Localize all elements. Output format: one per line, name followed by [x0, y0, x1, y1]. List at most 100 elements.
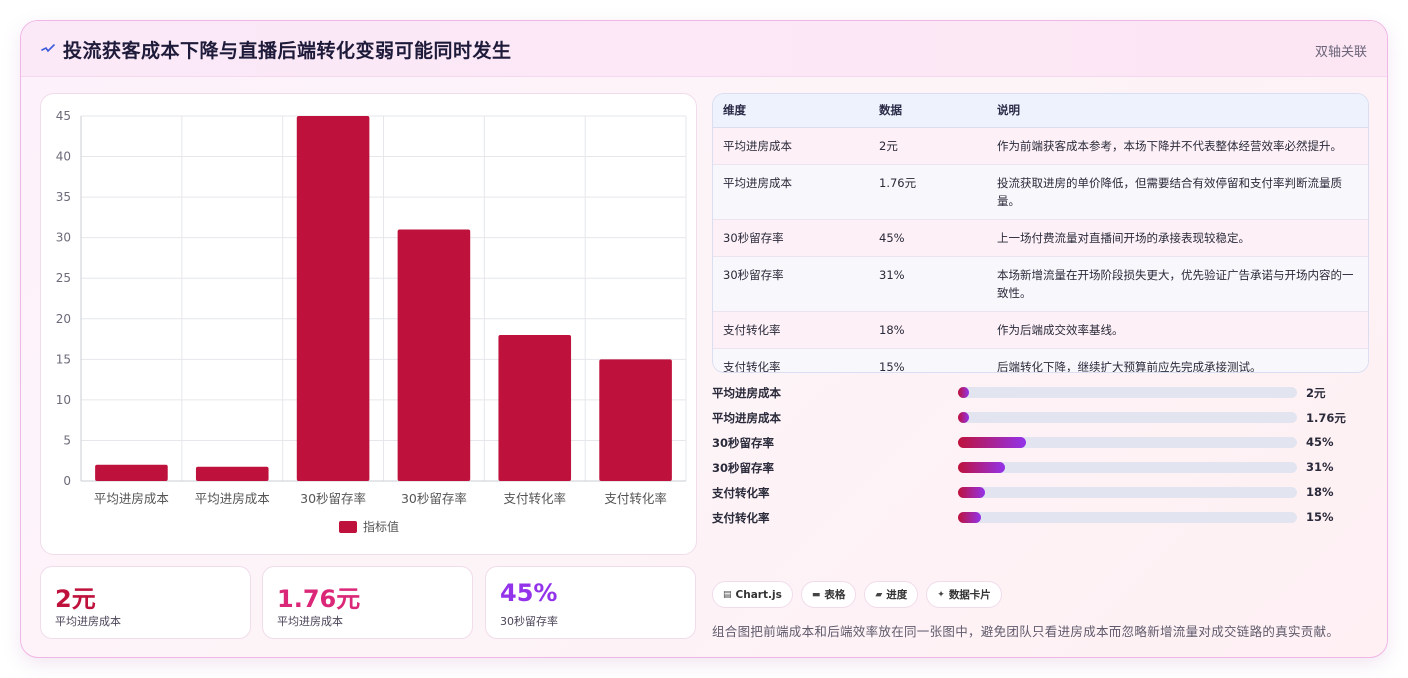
- chip-data-card[interactable]: ✦ 数据卡片: [926, 581, 1002, 608]
- y-tick-label: 35: [56, 190, 71, 204]
- table-cell: 1.76元: [869, 164, 987, 220]
- chip-chartjs[interactable]: ▤ Chart.js: [712, 581, 793, 608]
- bar: [296, 116, 370, 481]
- progress-label: 30秒留存率: [712, 461, 775, 475]
- table-cell: 30秒留存率: [713, 219, 869, 257]
- data-table: 维度 数据 说明 平均进房成本 2元 作为前端获客成本参考，本场下降并不代表整体…: [712, 93, 1369, 373]
- x-tick-label: 支付转化率: [503, 491, 566, 506]
- stat-card: 2元 平均进房成本: [40, 566, 251, 639]
- chip-label: 表格: [824, 589, 846, 601]
- table-row: 平均进房成本 2元 作为前端获客成本参考，本场下降并不代表整体经营效率必然提升。: [713, 127, 1368, 165]
- stat-value: 2元: [55, 585, 96, 613]
- progress-value: 45%: [1306, 435, 1334, 449]
- progress-row: 30秒留存率 45%: [712, 433, 1369, 458]
- chart-legend[interactable]: 指标值: [339, 518, 399, 535]
- y-tick-label: 15: [56, 352, 71, 366]
- table-cell: 平均进房成本: [713, 127, 869, 165]
- chip-row: ▤ Chart.js ▬ 表格 ▰ 进度 ✦ 数据卡片: [712, 581, 1010, 608]
- bar: [498, 335, 572, 481]
- progress-icon: ▰: [875, 589, 883, 600]
- progress-row: 平均进房成本 1.76元: [712, 408, 1369, 433]
- x-tick-label: 30秒留存率: [300, 491, 366, 506]
- progress-label: 支付转化率: [712, 511, 770, 525]
- chip-table[interactable]: ▬ 表格: [800, 581, 857, 608]
- progress-label: 平均进房成本: [712, 386, 781, 400]
- chip-progress[interactable]: ▰ 进度: [864, 581, 919, 608]
- progress-label: 30秒留存率: [712, 436, 775, 450]
- x-tick-label: 平均进房成本: [94, 491, 170, 506]
- bar-chart: 0 5 10 15 20 25 30 35 40 45 平均进房成本 平均进房成本 30秒留存率 30秒留…: [56, 109, 687, 506]
- progress-value: 18%: [1306, 485, 1334, 499]
- table-cell: 31%: [869, 256, 987, 312]
- footnote: 组合图把前端成本和后端效率放在同一张图中，避免团队只看进房成本而忽略新增流量对成…: [712, 624, 1340, 639]
- legend-swatch: [339, 520, 357, 533]
- column-header: 维度: [713, 94, 869, 128]
- table-cell: 支付转化率: [713, 311, 869, 349]
- progress-fill: [958, 437, 1026, 448]
- bar: [397, 229, 471, 481]
- x-tick-label: 30秒留存率: [401, 491, 467, 506]
- y-tick-label: 5: [63, 433, 71, 447]
- table-row: 平均进房成本 1.76元 投流获取进房的单价降低，但需要结合有效停留和支付率判断…: [713, 164, 1368, 220]
- progress-label: 平均进房成本: [712, 411, 781, 425]
- table-cell: 平均进房成本: [713, 164, 869, 220]
- stat-card: 45% 30秒留存率: [485, 566, 696, 639]
- table-cell: 本场新增流量在开场阶段损失更大，优先验证广告承诺与开场内容的一致性。: [987, 256, 1368, 312]
- progress-fill: [958, 462, 1005, 473]
- y-tick-label: 45: [56, 109, 71, 123]
- table-cell: 18%: [869, 311, 987, 349]
- progress-row: 支付转化率 18%: [712, 483, 1369, 508]
- bar-chart-panel: 0 5 10 15 20 25 30 35 40 45 平均进房成本 平均进房成本 30秒留存率 30秒留…: [40, 93, 697, 555]
- progress-track: [958, 487, 1297, 498]
- header-tag[interactable]: 双轴关联: [1314, 45, 1367, 60]
- table-row: 支付转化率 15% 后端转化下降，继续扩大预算前应先完成承接测试。: [713, 348, 1368, 372]
- progress-track: [958, 387, 1297, 398]
- table-row: 30秒留存率 45% 上一场付费流量对直播间开场的承接表现较稳定。: [713, 219, 1368, 257]
- progress-track: [958, 512, 1297, 523]
- chart-icon: ▤: [723, 589, 732, 600]
- bar: [599, 359, 672, 481]
- progress-fill: [958, 412, 969, 423]
- progress-row: 平均进房成本 2元: [712, 383, 1369, 408]
- table-cell: 作为后端成交效率基线。: [987, 311, 1368, 349]
- progress-row: 30秒留存率 31%: [712, 458, 1369, 483]
- table-cell: 上一场付费流量对直播间开场的承接表现较稳定。: [987, 219, 1368, 257]
- y-tick-label: 0: [63, 474, 71, 488]
- progress-track: [958, 437, 1297, 448]
- progress-value: 2元: [1306, 386, 1326, 400]
- table-row: 支付转化率 18% 作为后端成交效率基线。: [713, 311, 1368, 349]
- dashboard-card: 投流获客成本下降与直播后端转化变弱可能同时发生 双轴关联 0 5 10 15 20 25 3…: [20, 20, 1388, 658]
- progress-track: [958, 412, 1297, 423]
- chip-label: 数据卡片: [948, 589, 991, 601]
- y-tick-label: 30: [56, 231, 71, 245]
- y-tick-label: 10: [56, 393, 71, 407]
- chip-label: Chart.js: [735, 588, 782, 601]
- y-tick-label: 40: [56, 150, 71, 164]
- bar: [195, 466, 269, 481]
- column-header: 数据: [869, 94, 987, 128]
- chip-label: 进度: [886, 589, 908, 601]
- bar: [95, 464, 168, 481]
- progress-fill: [958, 487, 985, 498]
- progress-list: 平均进房成本 2元 平均进房成本 1.76元 30秒留存率 45% 30秒留存率…: [712, 383, 1369, 533]
- stat-value: 45%: [500, 579, 558, 607]
- stat-label: 30秒留存率: [500, 615, 558, 628]
- table-cell: 作为前端获客成本参考，本场下降并不代表整体经营效率必然提升。: [987, 127, 1368, 165]
- table-header-row: 维度 数据 说明: [713, 94, 1368, 128]
- progress-value: 15%: [1306, 510, 1334, 524]
- progress-track: [958, 462, 1297, 473]
- progress-fill: [958, 512, 981, 523]
- progress-label: 支付转化率: [712, 486, 770, 500]
- table-cell: 2元: [869, 127, 987, 165]
- card-header: 投流获客成本下降与直播后端转化变弱可能同时发生 双轴关联: [21, 21, 1387, 77]
- table-row: 30秒留存率 31% 本场新增流量在开场阶段损失更大，优先验证广告承诺与开场内容…: [713, 256, 1368, 312]
- x-tick-label: 支付转化率: [604, 491, 667, 506]
- y-tick-label: 25: [56, 271, 71, 285]
- progress-value: 31%: [1306, 460, 1334, 474]
- table-cell: 后端转化下降，继续扩大预算前应先完成承接测试。: [987, 348, 1368, 372]
- progress-value: 1.76元: [1306, 411, 1346, 425]
- y-tick-label: 20: [56, 312, 71, 326]
- pulse-icon: [41, 44, 55, 53]
- stat-card: 1.76元 平均进房成本: [262, 566, 473, 639]
- progress-fill: [958, 387, 969, 398]
